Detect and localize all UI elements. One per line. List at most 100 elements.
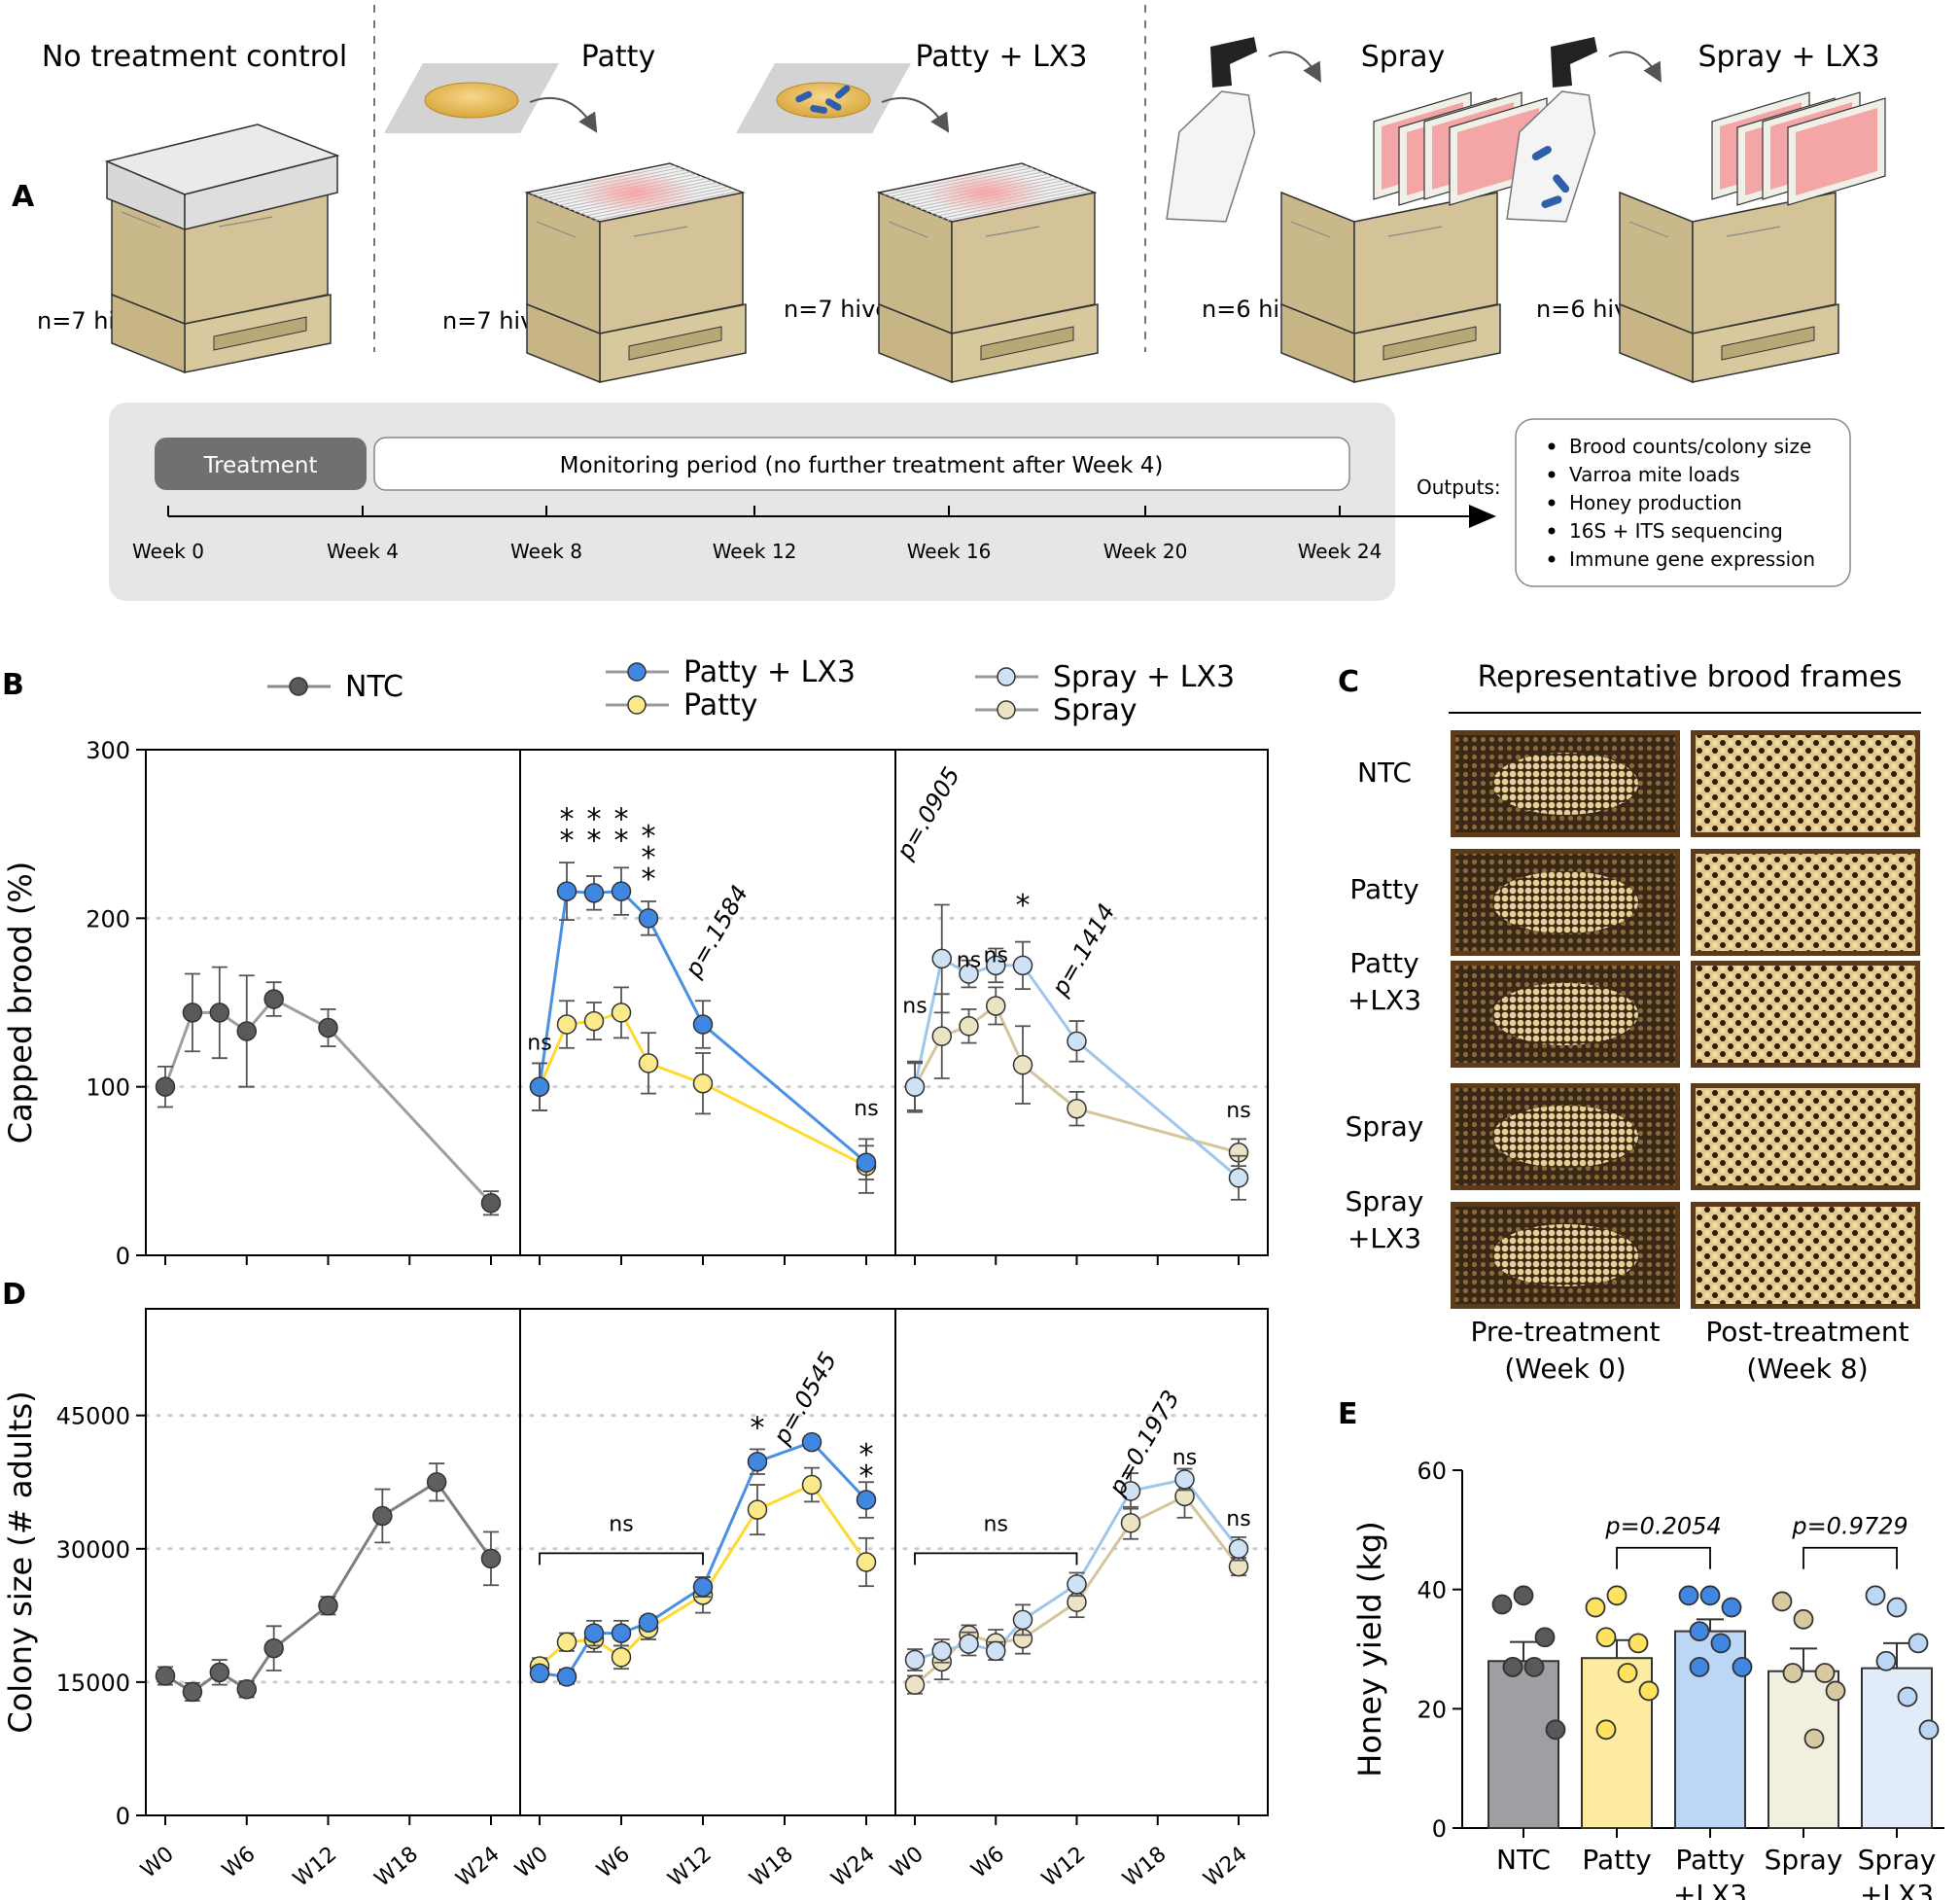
bullet <box>1548 499 1556 507</box>
data-point <box>583 883 605 903</box>
panel-label-c: C <box>1338 665 1359 699</box>
data-point <box>1174 1469 1195 1490</box>
frame-row-label: Patty <box>1349 873 1418 905</box>
group-title: Spray <box>1361 40 1446 74</box>
data-point <box>856 1552 877 1572</box>
significance-star: * <box>859 1438 874 1472</box>
data-point <box>1689 1657 1710 1677</box>
significance-star: * <box>614 824 629 858</box>
data-point <box>1523 1657 1545 1677</box>
hive-grain <box>121 211 273 229</box>
data-point <box>1886 1597 1908 1618</box>
week-label: Week 20 <box>1103 540 1188 563</box>
data-point <box>1865 1585 1886 1606</box>
legend-marker <box>289 677 308 696</box>
p-value-label: p=0.2054 <box>1604 1513 1721 1540</box>
x-tick-label: NTC <box>1496 1844 1551 1876</box>
brood-frame-photo <box>1696 735 1915 832</box>
y-tick-label: 100 <box>86 1074 130 1102</box>
y-tick-label: 60 <box>1417 1458 1447 1485</box>
significance-star: * <box>560 802 575 836</box>
data-point <box>1732 1657 1753 1677</box>
week-label: Week 8 <box>510 540 582 563</box>
y-tick-label: 200 <box>86 905 130 932</box>
panel-label-b: B <box>2 668 24 702</box>
data-point <box>182 1003 203 1023</box>
x-tick-label: W6 <box>218 1842 260 1882</box>
treatment-bar <box>155 438 367 490</box>
output-item: Honey production <box>1569 491 1742 514</box>
panel-label-d: D <box>2 1278 26 1312</box>
data-point <box>372 1505 393 1527</box>
data-point <box>480 1548 502 1569</box>
significance-star: * <box>642 862 656 897</box>
significance-label: * <box>1016 889 1031 923</box>
data-point <box>1628 1633 1649 1654</box>
legend-marker <box>997 700 1016 720</box>
data-point <box>529 1663 550 1684</box>
data-point <box>556 881 578 901</box>
data-point <box>1825 1680 1846 1702</box>
week-label: Week 16 <box>907 540 992 563</box>
legend-label: NTC <box>345 670 403 704</box>
p-value-label: p=.1584 <box>679 881 753 983</box>
week-label: Week 4 <box>327 540 399 563</box>
data-point <box>1721 1597 1742 1618</box>
significance-star: * <box>614 802 629 836</box>
x-tick-label: Spray <box>1765 1844 1843 1876</box>
lid-front <box>184 155 338 230</box>
arrow <box>881 96 950 133</box>
x-tick-label: W24 <box>1200 1842 1252 1891</box>
data-point <box>611 1003 632 1023</box>
hive-base-side <box>1619 302 1694 384</box>
data-point <box>986 996 1006 1016</box>
brood-frame-photo <box>1696 854 1915 951</box>
data-point <box>692 1073 714 1094</box>
bar <box>1861 1667 1933 1830</box>
x-tick-label: W0 <box>136 1842 178 1882</box>
data-point <box>611 1623 632 1643</box>
frame-row-label: +LX3 <box>1348 984 1421 1016</box>
data-point <box>1595 1719 1617 1741</box>
data-point <box>1067 1574 1087 1595</box>
data-point <box>1699 1585 1721 1606</box>
x-tick-label: W24 <box>452 1842 505 1891</box>
data-point <box>638 908 659 929</box>
bullet <box>1548 555 1556 563</box>
bullet <box>1548 471 1556 478</box>
data-point <box>1814 1663 1836 1683</box>
brood-frame-photo <box>1696 1088 1915 1185</box>
treatment-patch <box>575 171 695 214</box>
data-point <box>959 1016 979 1037</box>
bacteria <box>1553 174 1570 194</box>
data-point <box>583 1010 605 1032</box>
data-point <box>155 1666 176 1686</box>
data-point <box>931 948 952 969</box>
frame-column-label: (Week 8) <box>1746 1353 1868 1385</box>
raised-frames <box>1711 91 1886 206</box>
data-point <box>1606 1585 1628 1606</box>
group-title: Patty + LX3 <box>916 40 1088 74</box>
x-tick-label: W12 <box>289 1842 341 1891</box>
data-point <box>1067 1031 1087 1052</box>
x-tick-label: W18 <box>746 1842 798 1891</box>
significance-label: ns <box>984 943 1008 968</box>
legend-marker <box>627 662 647 682</box>
x-tick-label: W6 <box>592 1842 634 1882</box>
hive-entrance <box>213 316 307 351</box>
hive-base-side <box>111 293 186 374</box>
y-tick-label: 40 <box>1417 1577 1447 1604</box>
significance-label: ns <box>1226 1099 1250 1123</box>
hive-base-side <box>878 302 953 384</box>
frame-row-label: +LX3 <box>1348 1222 1421 1254</box>
significance-star: * <box>587 802 602 836</box>
data-point <box>1897 1686 1918 1707</box>
data-point <box>931 1026 952 1046</box>
series-line <box>913 956 1240 1179</box>
data-point <box>1595 1627 1617 1648</box>
data-point <box>583 1623 605 1643</box>
hive-entrance <box>1382 326 1477 361</box>
significance-label: ns <box>609 1513 633 1537</box>
panel-c: NTC Patty Patty +LX3 Spray Spray +LX3 Pre-treat… <box>1346 730 1920 1385</box>
capped-brood-area <box>1492 983 1638 1045</box>
